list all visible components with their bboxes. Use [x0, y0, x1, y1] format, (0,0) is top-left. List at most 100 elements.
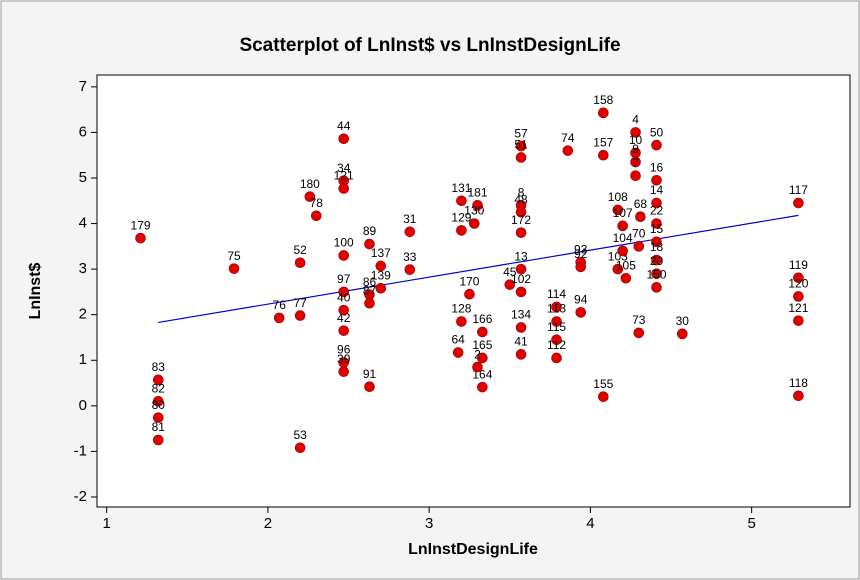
point-label: 64: [452, 333, 466, 347]
x-axis-label: LnInstDesignLife: [408, 541, 538, 558]
point: [472, 200, 483, 211]
point-label: 105: [616, 258, 636, 272]
point: [612, 263, 624, 275]
point: [575, 307, 587, 318]
point-label: 91: [363, 367, 377, 381]
point: [152, 412, 164, 423]
point-label: 75: [227, 249, 241, 263]
point-label: 86: [363, 275, 377, 289]
point: [793, 197, 804, 209]
point-label: 78: [310, 196, 324, 210]
point-label: 121: [334, 169, 354, 183]
point: [477, 352, 488, 364]
point-label: 128: [451, 302, 471, 316]
point-label: 131: [451, 181, 471, 195]
point-label: 53: [293, 428, 307, 442]
point: [551, 301, 562, 313]
point-label: 34: [337, 161, 351, 175]
point-label: 40: [337, 290, 351, 304]
point-label: 170: [459, 274, 479, 288]
y-tick-label: -2: [74, 488, 87, 505]
point-label: 52: [293, 243, 307, 257]
point: [515, 206, 527, 218]
point-label: 102: [511, 272, 531, 286]
point: [551, 352, 562, 364]
point: [364, 298, 375, 309]
point-label: 108: [608, 190, 628, 204]
point-label: 114: [547, 287, 566, 301]
point-label: 81: [152, 420, 166, 434]
y-tick-label: 0: [79, 397, 87, 414]
point: [515, 152, 527, 163]
point-label: 92: [574, 247, 588, 261]
point: [515, 286, 527, 298]
point-label: 20: [650, 254, 664, 268]
point-label: 179: [131, 218, 151, 232]
y-axis-label: LnInst$: [27, 262, 44, 319]
point: [152, 374, 164, 386]
point: [456, 316, 467, 327]
point: [612, 204, 624, 216]
point-label: 139: [371, 268, 391, 282]
point-label: 41: [514, 335, 528, 349]
point-label: 13: [514, 249, 528, 263]
point: [504, 279, 516, 290]
point-label: 165: [472, 338, 492, 352]
point-label: 8: [518, 186, 525, 200]
y-tick-label: 3: [79, 260, 87, 277]
point-label: 115: [547, 320, 566, 334]
point: [793, 315, 804, 326]
point: [651, 218, 662, 229]
point-label: 129: [451, 211, 471, 225]
point: [135, 232, 146, 244]
point-label: 30: [676, 314, 690, 328]
point: [338, 183, 350, 194]
point: [651, 236, 662, 248]
point-label: 31: [403, 212, 417, 226]
point-label: 150: [646, 268, 666, 282]
point: [404, 264, 416, 275]
point-label: 33: [403, 250, 417, 264]
point: [310, 210, 322, 222]
point: [597, 391, 609, 403]
point: [364, 238, 375, 250]
point-label: 120: [788, 277, 808, 291]
point: [515, 263, 527, 275]
point-label: 83: [152, 360, 166, 374]
point: [375, 282, 387, 294]
point-label: 104: [613, 231, 633, 245]
point: [630, 127, 641, 138]
point: [338, 286, 350, 298]
point-label: 80: [152, 398, 166, 412]
point: [793, 390, 804, 402]
point: [338, 250, 350, 261]
point: [651, 197, 662, 209]
point: [364, 381, 375, 392]
point: [515, 322, 527, 333]
point-label: 2: [474, 347, 481, 361]
x-tick-label: 2: [264, 515, 272, 532]
point-label: 113: [547, 302, 566, 316]
x-tick-label: 5: [747, 515, 755, 532]
y-tick-label: 1: [79, 351, 87, 368]
point: [630, 170, 641, 182]
point-label: 9: [632, 142, 639, 156]
x-tick-label: 3: [425, 515, 433, 532]
point: [456, 195, 467, 207]
point: [375, 260, 387, 272]
point: [633, 241, 645, 252]
point-label: 107: [613, 206, 633, 220]
point-label: 39: [337, 352, 351, 366]
point-label: 74: [561, 131, 575, 145]
point: [456, 225, 467, 236]
point-label: 76: [273, 298, 287, 312]
point-label: 14: [650, 183, 664, 197]
point: [677, 328, 688, 340]
y-tick-label: 6: [79, 123, 87, 140]
point: [469, 218, 480, 229]
point-label: 4: [632, 113, 639, 127]
point-label: 94: [574, 293, 588, 307]
point-label: 70: [632, 227, 646, 241]
point-label: 82: [152, 381, 166, 395]
